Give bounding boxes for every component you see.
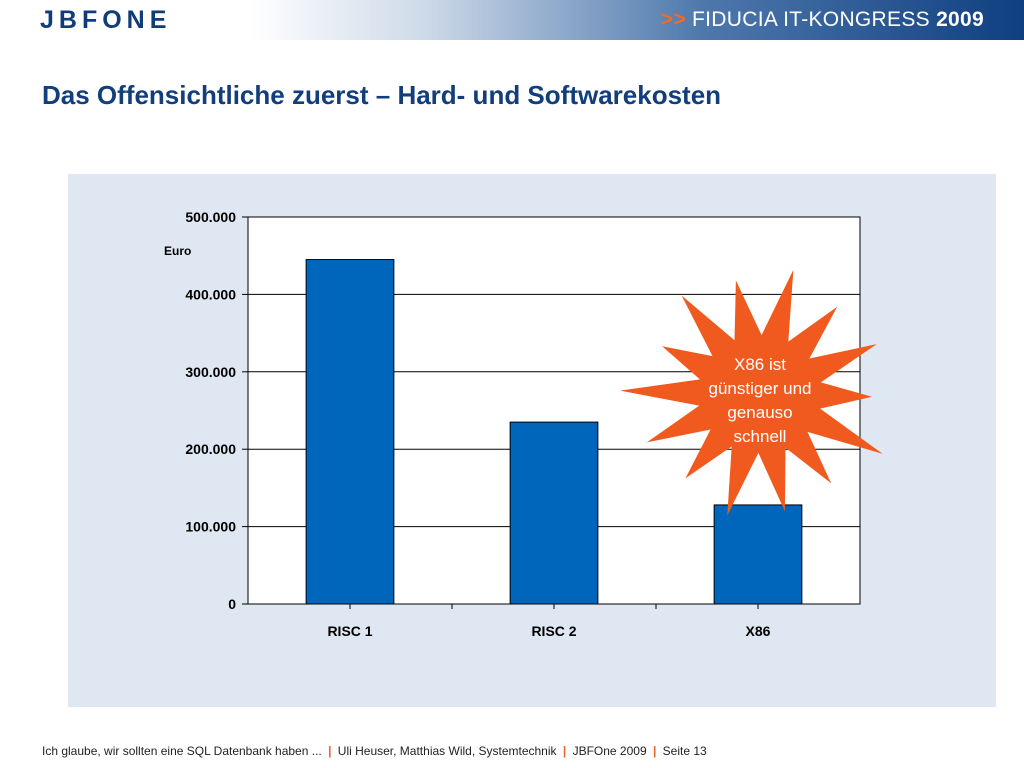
y-unit-label: Euro [164, 244, 191, 258]
callout-text: schnell [734, 427, 787, 446]
footer-separator: | [562, 744, 567, 758]
footer-topic: Ich glaube, wir sollten eine SQL Datenba… [42, 744, 322, 758]
y-tick-label: 300.000 [185, 364, 236, 380]
chart-panel: 0 100.000 200.000 300.000 400.000 500.000 Euro… [68, 174, 996, 707]
y-tick-label: 500.000 [185, 209, 236, 225]
y-tick-label: 200.000 [185, 441, 236, 457]
x-tick-label: RISC 1 [327, 623, 372, 639]
congress-banner: >> FIDUCIA IT-KONGRESS 2009 [661, 8, 984, 32]
congress-year: 2009 [936, 8, 984, 31]
header-bar: JBFONE >> FIDUCIA IT-KONGRESS 2009 [0, 0, 1024, 40]
jbfone-logo: JBFONE [40, 6, 172, 34]
footer-separator: | [652, 744, 657, 758]
footer-event: JBFOne 2009 [572, 744, 647, 758]
callout-text: genauso [727, 403, 792, 422]
callout-text: günstiger und [708, 379, 811, 398]
bar-chart: 0 100.000 200.000 300.000 400.000 500.000 Euro… [164, 209, 883, 639]
bar [305, 259, 395, 605]
bar [713, 504, 803, 605]
x-tick-label: X86 [746, 623, 771, 639]
footer-authors: Uli Heuser, Matthias Wild, Systemtechnik [337, 744, 557, 758]
starburst-callout [620, 269, 883, 516]
chevron-icon: >> [660, 8, 687, 31]
bar [509, 421, 599, 605]
slide-title: Das Offensichtliche zuerst – Hard- und S… [42, 80, 722, 110]
callout-text: X86 ist [734, 355, 786, 374]
footer-page: Seite 13 [662, 744, 707, 758]
x-tick-label: RISC 2 [531, 623, 576, 639]
y-tick-label: 100.000 [185, 519, 236, 535]
footer-separator: | [328, 744, 332, 758]
y-tick-label: 0 [228, 596, 236, 612]
footer: Ich glaube, wir sollten eine SQL Datenba… [42, 744, 707, 758]
y-tick-label: 400.000 [185, 286, 236, 302]
congress-name: FIDUCIA IT-KONGRESS [692, 8, 930, 31]
